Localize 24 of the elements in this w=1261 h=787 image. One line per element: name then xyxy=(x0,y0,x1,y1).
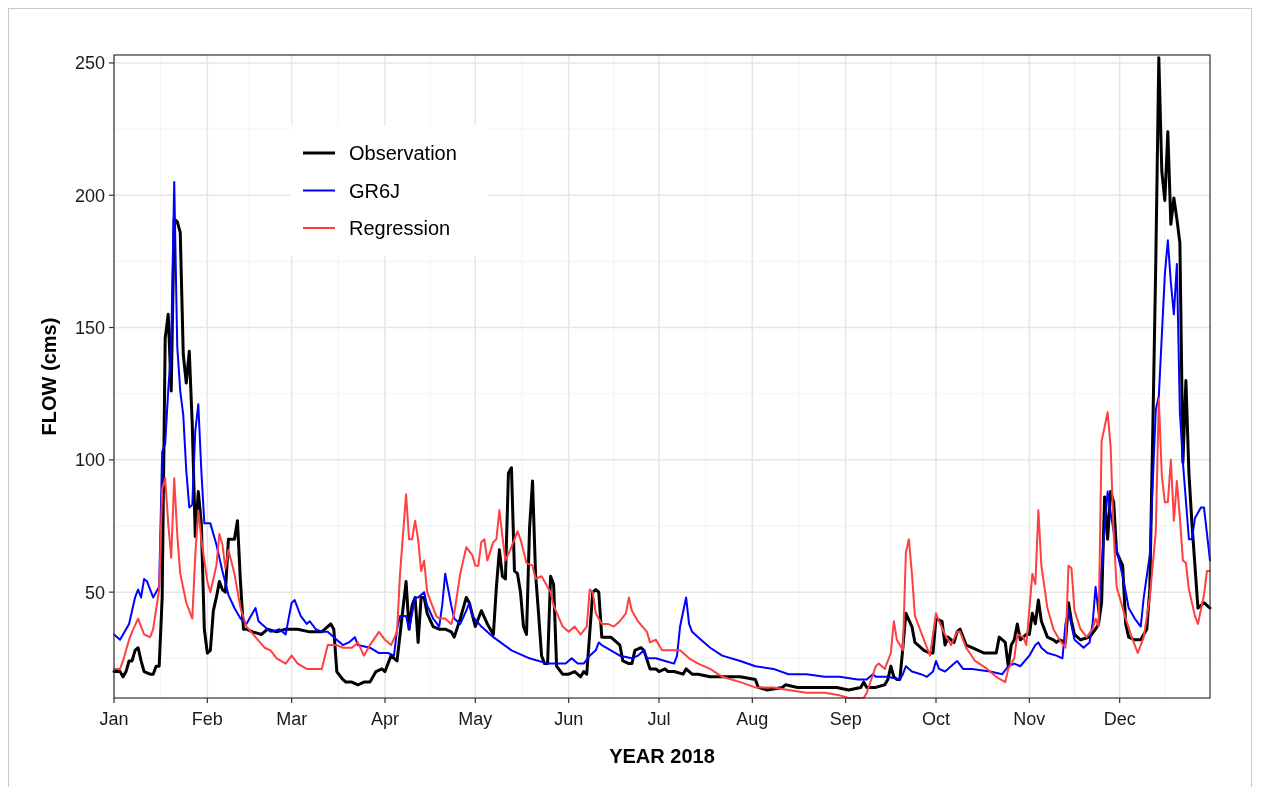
y-tick-label: 200 xyxy=(74,185,105,206)
x-tick-label: Feb xyxy=(191,709,223,729)
x-tick-label: Sep xyxy=(829,709,862,729)
legend-label: GR6J xyxy=(349,179,401,202)
x-tick-label: Apr xyxy=(370,709,399,729)
x-tick-label: Oct xyxy=(921,709,951,729)
x-tick-label: Jul xyxy=(647,709,671,729)
x-tick-label: Dec xyxy=(1103,709,1136,729)
x-tick-label: Aug xyxy=(736,709,769,729)
y-tick-label: 150 xyxy=(74,318,105,339)
legend-label: Observation xyxy=(349,142,457,164)
x-tick-label: Jan xyxy=(99,709,129,729)
line-series xyxy=(113,181,1211,681)
x-axis-title: YEAR 2018 xyxy=(609,745,715,767)
x-tick-label: May xyxy=(458,709,493,729)
legend-label: Regression xyxy=(349,217,451,239)
y-tick-label: 250 xyxy=(74,53,105,74)
x-tick-label: Mar xyxy=(276,709,308,729)
y-tick-label: 50 xyxy=(84,582,105,603)
y-tick-label: 100 xyxy=(74,450,105,471)
y-axis-title: FLOW (cms) xyxy=(38,317,60,436)
line-series xyxy=(113,397,1211,699)
x-tick-label: Nov xyxy=(1013,709,1046,729)
x-tick-label: Jun xyxy=(554,709,584,729)
